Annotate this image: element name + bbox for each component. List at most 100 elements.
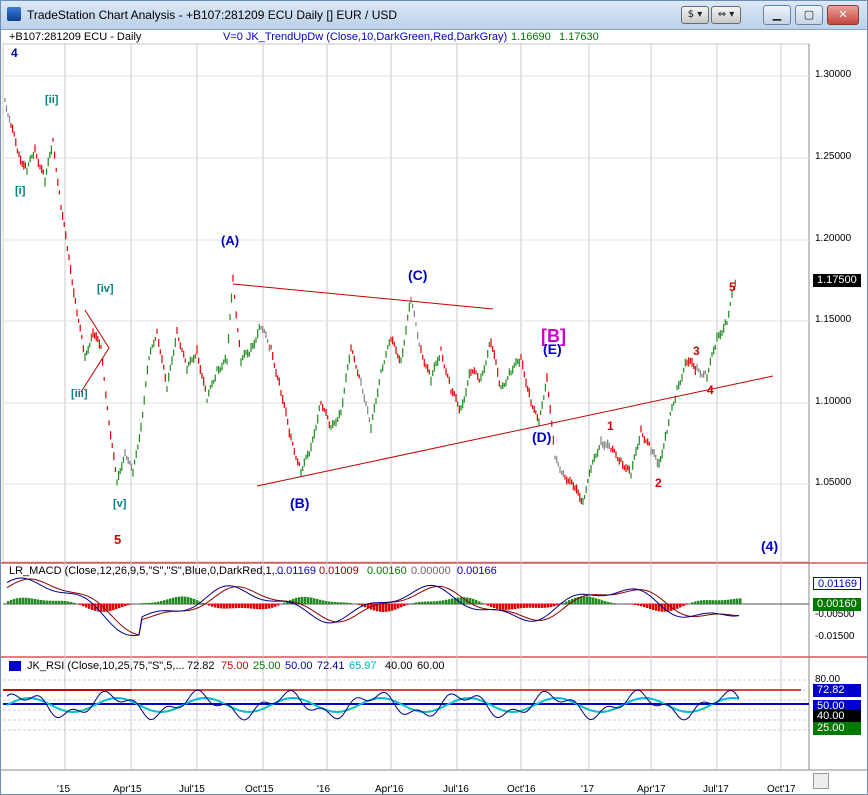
macd-histogram-bar xyxy=(313,598,316,604)
macd-histogram-bar xyxy=(292,598,295,604)
rsi-value: 25.00 xyxy=(253,660,281,672)
macd-histogram-bar xyxy=(13,598,16,604)
macd-histogram-bar xyxy=(397,604,400,609)
macd-histogram-bar xyxy=(64,601,67,604)
chart-area[interactable]: +B107:281209 ECU - Daily V=0 JK_TrendUpD… xyxy=(1,30,867,794)
macd-histogram-bar xyxy=(649,604,652,610)
link-dropdown-button[interactable]: ⇔ ▾ xyxy=(711,6,741,24)
macd-histogram-bar xyxy=(220,604,223,609)
price-tick: 1.05000 xyxy=(815,477,852,488)
time-tick: Apr'17 xyxy=(637,784,666,795)
macd-histogram-bar xyxy=(52,600,55,604)
macd-histogram-bar xyxy=(37,599,40,604)
macd-histogram-bar xyxy=(508,604,511,610)
macd-histogram-bar xyxy=(193,598,196,604)
macd-histogram-bar xyxy=(454,597,457,604)
macd-value: 0.01009 xyxy=(319,565,359,577)
rsi-tick: 80.00 xyxy=(815,674,841,685)
macd-histogram-bar xyxy=(241,604,244,608)
macd-histogram-bar xyxy=(304,596,307,604)
macd-histogram-bar xyxy=(655,604,658,611)
rsi-value: 40.00 xyxy=(385,660,413,672)
macd-histogram-bar xyxy=(151,602,154,604)
macd-histogram-bar xyxy=(736,598,739,604)
macd-histogram-bar xyxy=(301,596,304,604)
macd-histogram-bar xyxy=(676,604,679,609)
macd-histogram-bar xyxy=(115,604,118,610)
time-tick: Jul'16 xyxy=(443,784,469,795)
macd-histogram-bar xyxy=(421,601,424,604)
macd-histogram-bar xyxy=(700,600,703,604)
wave-label: (E) xyxy=(543,341,562,357)
macd-histogram-bar xyxy=(637,604,640,606)
macd-histogram-bar xyxy=(217,604,220,609)
macd-histogram-bar xyxy=(556,604,559,606)
macd-histogram-bar xyxy=(277,604,280,606)
macd-histogram-bar xyxy=(538,604,541,608)
macd-histogram-bar xyxy=(61,600,64,604)
macd-value: 0.01169 xyxy=(277,565,316,577)
rsi-box: 25.00 xyxy=(813,722,861,735)
close-button[interactable]: ✕ xyxy=(827,5,859,25)
macd-value: 0.00166 xyxy=(457,565,497,577)
title-bar[interactable]: TradeStation Chart Analysis - +B107:2812… xyxy=(1,1,867,30)
maximize-button[interactable]: ▢ xyxy=(795,5,823,25)
macd-histogram-bar xyxy=(613,603,616,604)
study-label: V=0 JK_TrendUpDw (Close,10,DarkGreen,Red… xyxy=(223,31,508,43)
minimize-button[interactable]: ▁ xyxy=(763,5,791,25)
macd-histogram-bar xyxy=(361,604,364,607)
rsi-value: 60.00 xyxy=(417,660,445,672)
macd-histogram-bar xyxy=(349,603,352,604)
macd-histogram-bar xyxy=(721,600,724,604)
wave-label: 5 xyxy=(114,532,122,547)
scroll-corner-button[interactable] xyxy=(813,773,829,789)
currency-dropdown-button[interactable]: $ ▾ xyxy=(681,6,709,24)
macd-histogram-bar xyxy=(541,604,544,608)
wave-label: [ii] xyxy=(45,94,59,106)
macd-histogram-bar xyxy=(685,604,688,605)
wave-label: (4) xyxy=(761,538,779,554)
macd-histogram-bar xyxy=(487,604,490,606)
macd-histogram-bar xyxy=(232,604,235,609)
macd-histogram-bar xyxy=(715,600,718,604)
macd-histogram-bar xyxy=(607,601,610,604)
macd-histogram-bar xyxy=(400,604,403,608)
macd-histogram-bar xyxy=(580,596,583,604)
macd-histogram-bar xyxy=(424,601,427,604)
macd-histogram-bar xyxy=(322,600,325,604)
macd-histogram-bar xyxy=(49,600,52,604)
macd-histogram-bar xyxy=(82,604,85,607)
macd-histogram-bar xyxy=(325,600,328,604)
macd-histogram-bar xyxy=(478,601,481,604)
macd-tick: -0.00500 xyxy=(815,609,855,620)
macd-histogram-bar xyxy=(343,602,346,604)
macd-histogram-bar xyxy=(364,604,367,608)
rsi-color-swatch xyxy=(9,661,21,671)
macd-histogram-bar xyxy=(376,604,379,612)
macd-histogram-bar xyxy=(496,604,499,609)
wave-label: [v] xyxy=(113,498,127,510)
macd-histogram-bar xyxy=(238,604,241,608)
macd-box: 0.00160 xyxy=(813,598,861,611)
price-chart-canvas[interactable] xyxy=(1,30,867,794)
macd-histogram-bar xyxy=(337,602,340,604)
macd-histogram-bar xyxy=(340,602,343,604)
macd-histogram-bar xyxy=(253,604,256,609)
triangle-upper-trendline xyxy=(232,283,494,310)
macd-histogram-bar xyxy=(43,600,46,604)
symbol-label: +B107:281209 ECU - Daily xyxy=(9,31,142,43)
macd-histogram-bar xyxy=(97,604,100,612)
macd-histogram-bar xyxy=(79,604,82,605)
macd-histogram-bar xyxy=(517,604,520,609)
wave-label: 4 xyxy=(11,46,18,60)
macd-histogram-bar xyxy=(328,601,331,604)
macd-histogram-bar xyxy=(682,604,685,607)
macd-histogram-bar xyxy=(283,602,286,604)
macd-box: 0.01169 xyxy=(813,577,861,590)
macd-histogram-bar xyxy=(499,604,502,610)
macd-histogram-bar xyxy=(118,604,121,609)
price-tick: 1.15000 xyxy=(815,314,852,325)
macd-histogram-bar xyxy=(124,604,127,607)
macd-histogram-bar xyxy=(229,604,232,609)
rsi-box: 50.00 xyxy=(813,700,861,713)
